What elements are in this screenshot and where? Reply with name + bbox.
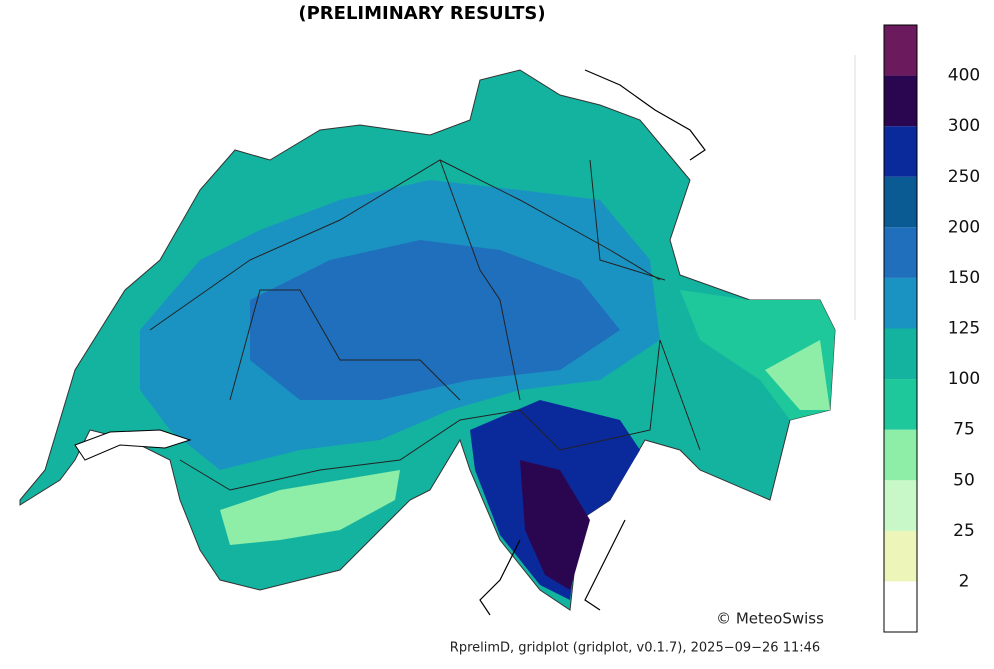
copyright: © MeteoSwiss [716,610,824,628]
colorbar-box [884,480,917,531]
colorbar-label: 125 [948,319,980,339]
colorbar-box [884,581,917,632]
colorbar-box [884,227,917,278]
colorbar-box [884,25,917,76]
colorbar: 2 25 50 75 100 125 150 200 250 300 400 [883,24,980,633]
lake-geneva [74,429,192,461]
colorbar-box [884,75,917,127]
region-light-green [220,470,400,545]
colorbar-label: 250 [948,167,980,187]
colorbar-label: 2 [959,571,970,591]
colorbar-box [884,277,917,329]
colorbar-label: 100 [948,369,980,389]
lakes-south [479,519,626,616]
colorbar-label: 200 [948,217,980,237]
colorbar-box [884,429,917,481]
colorbar-frame [883,24,918,633]
region-purple [520,460,590,590]
colorbar-label: 50 [953,470,975,490]
colorbar-box [884,126,917,177]
footer: RprelimD, gridplot (gridplot, v0.1.7), 2… [450,641,820,656]
title: (PRELIMINARY RESULTS) [298,3,545,24]
lake-constance [584,69,706,161]
colorbar-label: 400 [948,66,980,86]
colorbar-box [884,328,917,380]
colorbar-box [884,530,917,582]
colorbar-box [884,379,917,430]
colorbar-label: 150 [948,268,980,288]
colorbar-label: 300 [948,116,980,136]
map [19,69,836,616]
colorbar-label: 25 [953,521,975,541]
region-pale-green [765,340,830,410]
colorbar-label: 75 [953,420,975,440]
canton-borders [149,159,701,491]
colorbar-box [884,176,917,228]
